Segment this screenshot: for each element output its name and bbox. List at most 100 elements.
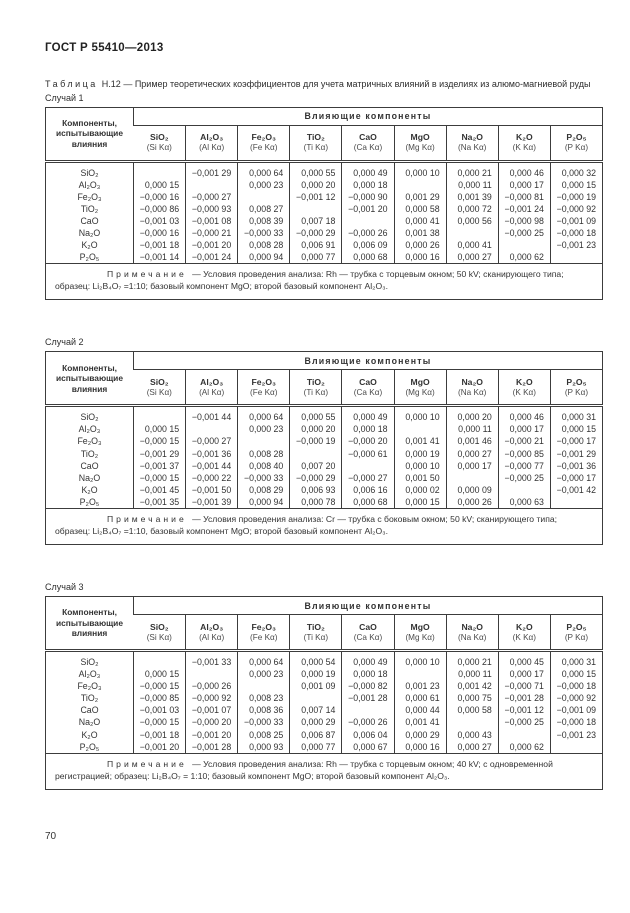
coefficient-cell: −0,001 07 [185, 704, 238, 717]
coefficient-cell: 0,006 04 [341, 728, 395, 741]
column-header: CaO (Ca Kα) [341, 369, 395, 408]
coefficient-cell: −0,000 25 [497, 716, 551, 729]
coefficient-cell: 0,000 18 [341, 423, 395, 436]
table-row: CaO −0,001 03 −0,001 08 0,008 39 0,007 18 0,0… [46, 214, 603, 227]
coefficient-cell: 0,007 14 [289, 704, 342, 717]
group-header: Влияющие компоненты [133, 107, 603, 126]
table-note-row: Примечание — Условия проведения анализа:… [45, 752, 603, 790]
case-label: Случай 1 [45, 92, 84, 103]
coefficient-cell: −0,001 50 [185, 483, 238, 496]
coefficient-cell: 0,000 45 [497, 650, 551, 669]
coefficient-cell: −0,001 42 [549, 483, 603, 496]
coefficient-cell: 0,001 09 [289, 680, 342, 693]
coefficient-cell [445, 471, 499, 484]
table-row: SiO₂ −0,001 33 0,000 64 0,000 54 0,000 49 0,0… [46, 650, 603, 669]
coefficient-cell: 0,000 29 [289, 716, 342, 729]
component-label: Fe₂O₃ [77, 681, 102, 692]
coefficient-cell: −0,000 19 [549, 190, 603, 203]
case-label: Случай 3 [45, 582, 84, 592]
coefficient-cell: −0,001 39 [185, 495, 238, 509]
coefficient-cell: −0,000 27 [341, 471, 395, 484]
coefficient-cell: 0,008 28 [237, 447, 290, 460]
column-header: Al₂O₃ (Al Kα) [185, 369, 238, 408]
coefficient-cell: −0,001 09 [549, 704, 603, 717]
coefficient-cell [341, 214, 395, 227]
coefficient-cell: 0,000 41 [445, 239, 499, 252]
coefficient-cell: 0,000 58 [445, 704, 499, 717]
component-label: K₂O [81, 729, 98, 740]
column-header: SiO₂ (Si Kα) [133, 614, 186, 652]
coefficient-cell: 0,008 28 [237, 239, 290, 252]
coefficients-table: Компоненты, испытывающие влияния Влияющи… [45, 351, 603, 545]
coefficient-cell [445, 716, 499, 729]
coefficient-cell: 0,001 29 [393, 190, 447, 203]
coefficient-cell: 0,008 27 [237, 202, 290, 215]
coefficient-cell: 0,000 94 [237, 251, 290, 264]
coefficient-cell [497, 239, 551, 252]
coefficient-cell: 0,000 10 [393, 459, 447, 472]
coefficient-cell: −0,001 20 [132, 740, 186, 754]
coefficient-cell: 0,000 15 [132, 178, 186, 191]
coefficient-cell: 0,001 39 [445, 190, 499, 203]
coefficient-cell [289, 202, 342, 215]
coefficient-cell: 0,008 29 [237, 483, 290, 496]
component-label: P₂O₅ [79, 496, 100, 507]
coefficient-cell: −0,000 98 [497, 214, 551, 227]
coefficient-cell: −0,000 93 [185, 202, 238, 215]
coefficient-cell [289, 692, 342, 705]
coefficient-cell [393, 178, 447, 191]
coefficient-cell: 0,000 67 [341, 740, 395, 754]
coefficient-cell: −0,000 29 [289, 471, 342, 484]
table-row: TiO₂ −0,001 29 −0,001 36 0,008 28 −0,000 61 0… [46, 447, 603, 460]
coefficient-cell: 0,001 41 [393, 435, 447, 448]
coefficient-cell: 0,000 15 [549, 178, 603, 191]
coefficient-cell: 0,000 11 [445, 423, 499, 436]
table-row: K₂O −0,001 18 −0,001 20 0,008 25 0,006 87 0,0… [46, 728, 603, 741]
coefficient-cell: −0,000 20 [341, 435, 395, 448]
coefficient-cell: 0,000 20 [289, 423, 342, 436]
coefficient-cell: −0,000 21 [497, 435, 551, 448]
component-label: K₂O [81, 484, 98, 495]
coefficient-cell: 0,000 64 [237, 405, 290, 424]
coefficient-cell: −0,001 20 [341, 202, 395, 215]
coefficient-cell: 0,000 21 [445, 650, 499, 669]
coefficient-cell: −0,001 20 [185, 728, 238, 741]
component-label: Al₂O₃ [78, 424, 101, 435]
component-label: SiO₂ [80, 167, 99, 178]
table-header-row: Компоненты, испытывающие влияния Влияющи… [45, 351, 603, 408]
group-header: Влияющие компоненты [133, 596, 603, 615]
coefficient-cell: −0,000 15 [132, 716, 186, 729]
coefficient-cell: 0,008 39 [237, 214, 290, 227]
coefficient-cell: −0,000 25 [497, 471, 551, 484]
coefficient-cell: 0,000 17 [445, 459, 499, 472]
coefficient-cell: −0,001 03 [132, 704, 186, 717]
coefficient-cell: −0,000 92 [549, 202, 603, 215]
column-header: Na₂O (Na Kα) [445, 614, 499, 652]
note-label: Примечание [107, 758, 187, 769]
component-label: P₂O₅ [79, 741, 100, 752]
coefficient-cell: −0,000 25 [497, 226, 551, 240]
coefficient-cell: 0,000 20 [445, 405, 499, 424]
coefficient-cell: −0,001 45 [132, 483, 186, 496]
table-subheader-row: SiO₂ (Si Kα) Al₂O₃ (Al Kα) Fe₂O₃ (Fe Kα) Ti… [46, 125, 603, 163]
coefficient-cell: 0,000 11 [445, 668, 499, 681]
table-row: Fe₂O₃ −0,000 15 −0,000 26 0,001 09 −0,000 82… [46, 680, 603, 693]
column-header: Fe₂O₃ (Fe Kα) [237, 614, 290, 652]
stub-header: Компоненты, испытывающие влияния [45, 107, 134, 163]
column-header: K₂O (K Kα) [497, 125, 551, 163]
component-label: Na₂O [78, 472, 101, 483]
coefficient-cell [237, 190, 290, 203]
coefficient-cell: 0,001 41 [393, 716, 447, 729]
table-caption-number: Н.12 [101, 79, 121, 89]
coefficient-cell: −0,001 24 [185, 251, 238, 264]
coefficient-cell: 0,000 21 [445, 161, 499, 179]
coefficient-cell: 0,001 23 [393, 680, 447, 693]
cases-container: Случай 1 Компоненты, испытывающие влияни… [45, 92, 603, 790]
coefficient-cell: −0,001 36 [185, 447, 238, 460]
coefficient-cell: 0,000 27 [445, 740, 499, 754]
coefficient-cell: 0,008 23 [237, 692, 290, 705]
table-row: Na₂O −0,000 15 −0,000 22 −0,000 33 −0,000 29… [46, 471, 603, 484]
coefficient-cell: 0,000 18 [341, 668, 395, 681]
table-note-row: Примечание — Условия проведения анализа:… [45, 508, 603, 545]
coefficient-cell: 0,000 41 [393, 214, 447, 227]
